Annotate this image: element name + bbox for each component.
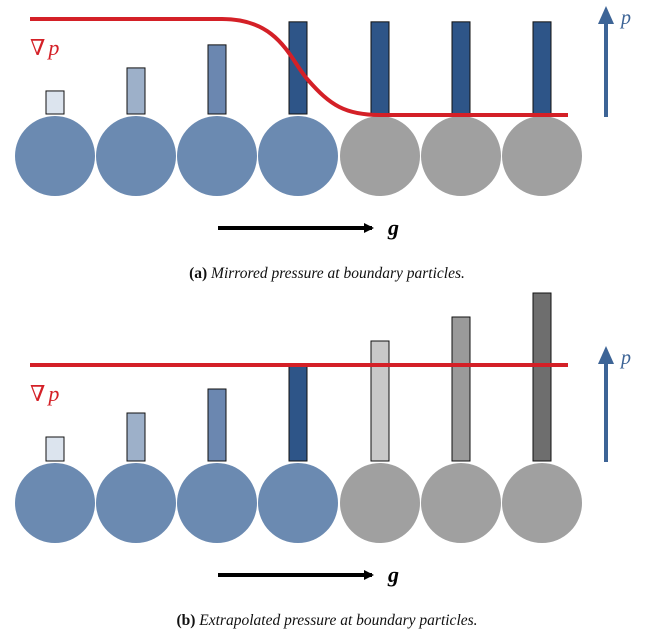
fluid-particle-2 [96, 116, 176, 196]
caption-a: (a) Mirrored pressure at boundary partic… [0, 265, 654, 283]
fluid-particle-1 [15, 463, 95, 543]
pressure-axis-arrowhead [598, 6, 614, 24]
panel-a: ∇ p p g [15, 6, 631, 240]
pressure-bar-3 [207, 388, 227, 462]
pressure-bar-2 [126, 412, 146, 462]
pressure-bar-7 [532, 21, 552, 115]
boundary-particle-7 [502, 116, 582, 196]
caption-a-text: Mirrored pressure at boundary particles. [211, 265, 465, 282]
boundary-particle-6 [421, 463, 501, 543]
pressure-bar-4 [288, 364, 308, 462]
pressure-bar-6 [451, 21, 471, 115]
caption-b-label: (b) [176, 612, 196, 629]
pressure-bar-5 [370, 21, 390, 115]
pressure-bar-6 [451, 316, 471, 462]
pressure-bar-1 [45, 90, 65, 115]
boundary-particle-5 [340, 463, 420, 543]
fluid-particle-1 [15, 116, 95, 196]
caption-a-label: (a) [189, 265, 208, 282]
pressure-axis-label: p [619, 347, 631, 369]
fluid-particle-3 [177, 116, 257, 196]
gravity-label: g [387, 562, 399, 587]
gravity-label: g [387, 215, 399, 240]
caption-b: (b) Extrapolated pressure at boundary pa… [0, 612, 654, 630]
pressure-bar-3 [207, 44, 227, 115]
boundary-particle-7 [502, 463, 582, 543]
fluid-particle-4 [258, 116, 338, 196]
pressure-bar-1 [45, 436, 65, 462]
panel-b: ∇ p p g [15, 292, 631, 587]
pressure-gradient-label: ∇ p [30, 381, 59, 407]
pressure-gradient-label: ∇ p [30, 35, 59, 61]
pressure-bar-2 [126, 67, 146, 115]
pressure-bar-5 [370, 340, 390, 462]
pressure-axis-arrowhead [598, 346, 614, 364]
boundary-particle-5 [340, 116, 420, 196]
fluid-particle-4 [258, 463, 338, 543]
pressure-bar-7 [532, 292, 552, 462]
fluid-particle-3 [177, 463, 257, 543]
pressure-axis-label: p [619, 7, 631, 29]
caption-b-text: Extrapolated pressure at boundary partic… [199, 612, 478, 629]
pressure-curve [30, 17, 568, 117]
boundary-particle-6 [421, 116, 501, 196]
fluid-particle-2 [96, 463, 176, 543]
